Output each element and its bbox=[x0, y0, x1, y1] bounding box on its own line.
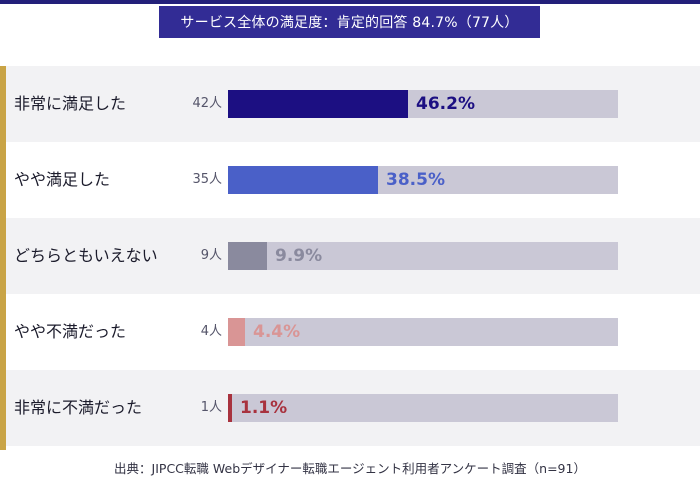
left-accent-bar bbox=[0, 66, 6, 450]
bar-track bbox=[228, 318, 618, 346]
bar bbox=[228, 242, 267, 270]
value-label: 9.9% bbox=[275, 246, 323, 266]
value-label: 1.1% bbox=[240, 398, 288, 418]
bar bbox=[228, 90, 408, 118]
bar bbox=[228, 318, 245, 346]
category-label: やや満足した bbox=[14, 170, 111, 189]
source-note: 出典：JIPCC転職 Webデザイナー転職エージェント利用者アンケート調査（n=… bbox=[114, 461, 586, 476]
bar-track bbox=[228, 242, 618, 270]
bar bbox=[228, 166, 378, 194]
count-label: 9人 bbox=[200, 248, 222, 263]
top-rule bbox=[0, 0, 700, 4]
bar bbox=[228, 394, 232, 422]
category-label: 非常に満足した bbox=[14, 94, 127, 113]
count-label: 42人 bbox=[192, 96, 222, 111]
count-label: 4人 bbox=[200, 324, 222, 339]
chart-title: サービス全体の満足度：肯定的回答 84.7%（77人） bbox=[159, 6, 540, 38]
value-label: 46.2% bbox=[416, 94, 475, 114]
category-label: 非常に不満だった bbox=[14, 398, 143, 417]
bar-track bbox=[228, 394, 618, 422]
category-label: やや不満だった bbox=[14, 322, 127, 341]
value-label: 4.4% bbox=[253, 322, 301, 342]
count-label: 1人 bbox=[200, 400, 222, 415]
value-label: 38.5% bbox=[386, 170, 445, 190]
category-label: どちらともいえない bbox=[14, 246, 158, 265]
count-label: 35人 bbox=[192, 172, 222, 187]
